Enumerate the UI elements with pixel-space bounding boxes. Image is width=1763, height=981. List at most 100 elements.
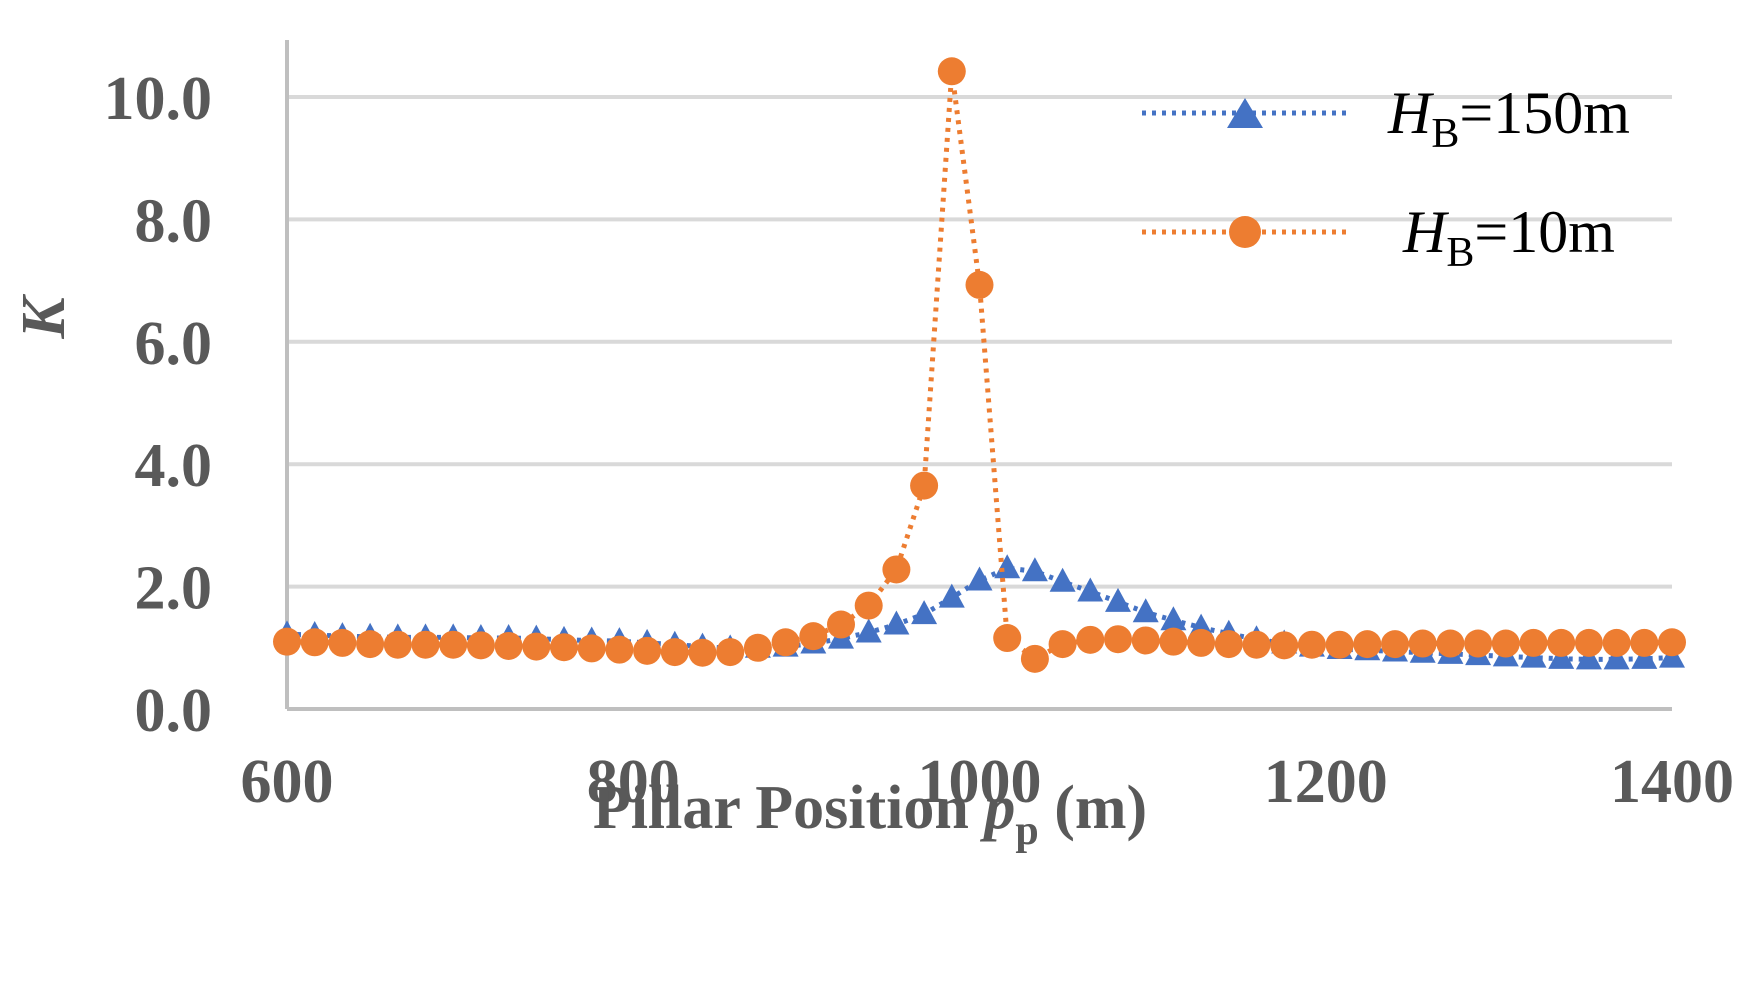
circle-point xyxy=(1131,626,1160,655)
legend: HB=150m HB=10m xyxy=(1142,80,1630,276)
circle-point xyxy=(1242,630,1271,659)
circle-point xyxy=(1574,628,1603,657)
circle-point xyxy=(910,471,939,500)
y-tick-label: 8.0 xyxy=(135,187,213,255)
legend-hb150-rest: =150m xyxy=(1459,80,1630,146)
triangle-point xyxy=(855,618,882,643)
triangle-point xyxy=(1077,577,1104,602)
x-tick-label: 600 xyxy=(241,748,334,816)
legend-entry-hb10: HB=10m xyxy=(1142,199,1615,276)
triangle-point xyxy=(883,610,910,635)
circle-point xyxy=(383,630,412,659)
circle-point xyxy=(1270,631,1299,660)
triangle-point xyxy=(1160,606,1187,631)
circle-point xyxy=(633,636,662,665)
x-tick-label: 1400 xyxy=(1610,748,1734,816)
triangle-point xyxy=(966,566,993,591)
circle-point xyxy=(1436,629,1465,658)
y-tick-label: 10.0 xyxy=(104,65,213,133)
circle-point xyxy=(1519,628,1548,657)
legend-triangle-marker xyxy=(1227,98,1263,128)
circle-point xyxy=(411,630,440,659)
circle-point xyxy=(771,628,800,657)
x-tick-labels: 600 800 1000 1200 1400 xyxy=(241,748,1735,816)
triangle-point xyxy=(1049,567,1076,592)
x-axis-title-main: Pillar Position xyxy=(593,774,985,842)
circle-point xyxy=(827,610,855,639)
triangle-point xyxy=(1603,645,1630,670)
circle-point xyxy=(993,624,1022,653)
circle-point xyxy=(1214,630,1243,659)
circle-point xyxy=(937,57,966,86)
triangle-point xyxy=(1021,557,1048,582)
circle-point xyxy=(1547,628,1576,657)
x-axis-title-var: p xyxy=(979,774,1015,842)
y-tick-label: 2.0 xyxy=(135,555,213,623)
triangle-point xyxy=(911,600,938,625)
triangle-point xyxy=(994,554,1021,579)
x-axis-title-sub: p xyxy=(1015,808,1038,854)
circle-point xyxy=(882,555,911,584)
circle-point xyxy=(1491,629,1520,658)
legend-hb10-rest: =10m xyxy=(1474,199,1615,265)
x-axis-title: Pillar Position pp (m) xyxy=(593,774,1147,854)
circle-point xyxy=(466,631,495,660)
circle-point xyxy=(1353,630,1382,659)
circle-point xyxy=(1020,644,1049,673)
triangle-point xyxy=(938,583,965,608)
legend-hb10-var: H xyxy=(1402,199,1450,265)
y-tick-label: 4.0 xyxy=(135,432,213,500)
circle-point xyxy=(1381,630,1409,659)
x-tick-label: 800 xyxy=(587,748,680,816)
circle-point xyxy=(1630,628,1659,657)
y-tick-label: 6.0 xyxy=(135,310,213,378)
circle-point xyxy=(1048,630,1077,659)
circle-point xyxy=(799,622,828,651)
legend-hb10-sub: B xyxy=(1446,230,1474,276)
triangle-point xyxy=(1132,598,1159,623)
circle-point xyxy=(1076,625,1105,654)
triangle-point xyxy=(1575,645,1602,670)
circle-point xyxy=(660,638,689,667)
x-axis-title-unit: (m) xyxy=(1039,774,1147,842)
circle-point xyxy=(605,635,634,664)
circle-point xyxy=(356,630,385,659)
circle-point xyxy=(688,638,717,667)
circle-point xyxy=(328,628,357,657)
circle-point xyxy=(273,627,301,656)
circle-point xyxy=(1464,629,1493,658)
legend-hb150-sub: B xyxy=(1431,111,1459,157)
circle-point xyxy=(854,591,883,620)
circle-point xyxy=(1297,630,1326,659)
circle-point xyxy=(743,633,772,662)
circle-point xyxy=(494,631,523,660)
legend-circle-marker xyxy=(1229,216,1261,248)
circle-point xyxy=(1658,628,1686,657)
circle-point xyxy=(550,633,578,662)
circle-point xyxy=(300,628,329,657)
circle-point xyxy=(965,270,994,299)
legend-label-hb10: HB=10m xyxy=(1402,199,1615,276)
series-group xyxy=(273,57,1686,673)
circle-point xyxy=(1187,628,1216,657)
y-axis-title: K xyxy=(10,294,78,340)
circle-point xyxy=(577,634,606,663)
axes xyxy=(285,40,1672,711)
legend-label-hb150: HB=150m xyxy=(1387,80,1630,157)
x-tick-label: 1200 xyxy=(1264,748,1388,816)
circle-point xyxy=(439,630,468,659)
x-tick-label: 1000 xyxy=(918,748,1042,816)
circle-point xyxy=(1325,630,1354,659)
y-tick-labels: 0.0 2.0 4.0 6.0 8.0 10.0 xyxy=(104,65,213,745)
y-tick-label: 0.0 xyxy=(135,677,213,745)
circle-point xyxy=(716,638,745,667)
circle-point xyxy=(1104,625,1132,654)
circle-point xyxy=(1159,627,1188,656)
series-hb10 xyxy=(273,57,1686,673)
legend-hb150-var: H xyxy=(1387,80,1435,146)
gridlines xyxy=(287,95,1672,589)
circle-point xyxy=(1408,629,1437,658)
circle-point xyxy=(522,632,551,661)
legend-entry-hb150: HB=150m xyxy=(1142,80,1630,157)
